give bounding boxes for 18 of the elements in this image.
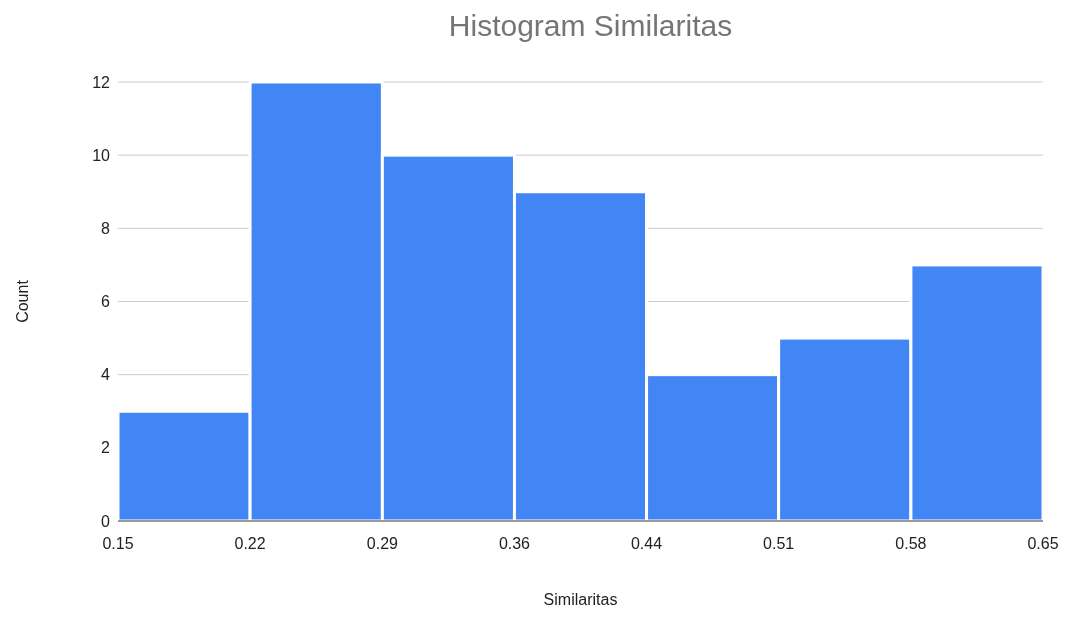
x-tick-label: 0.44 — [630, 535, 663, 552]
y-tick-label: 4 — [101, 366, 111, 384]
x-tick-label: 0.51 — [763, 535, 795, 552]
x-tick-label: 0.58 — [895, 535, 927, 552]
y-axis-title: Count — [14, 279, 31, 323]
chart-title: Histogram Similaritas — [448, 9, 733, 42]
x-axis-title: Similaritas — [543, 591, 618, 608]
y-tick-label: 12 — [92, 73, 111, 91]
x-tick-label: 0.65 — [1027, 535, 1059, 552]
y-tick-label: 6 — [101, 293, 111, 311]
y-tick-label: 0 — [101, 512, 111, 530]
y-tick-label: 8 — [101, 219, 111, 237]
x-tick-label: 0.15 — [102, 535, 134, 552]
x-tick-label: 0.29 — [366, 535, 399, 552]
y-tick-label: 2 — [101, 439, 111, 457]
x-tick-label: 0.22 — [234, 535, 266, 552]
x-tick-label: 0.36 — [498, 535, 531, 552]
y-tick-label: 10 — [92, 146, 111, 164]
